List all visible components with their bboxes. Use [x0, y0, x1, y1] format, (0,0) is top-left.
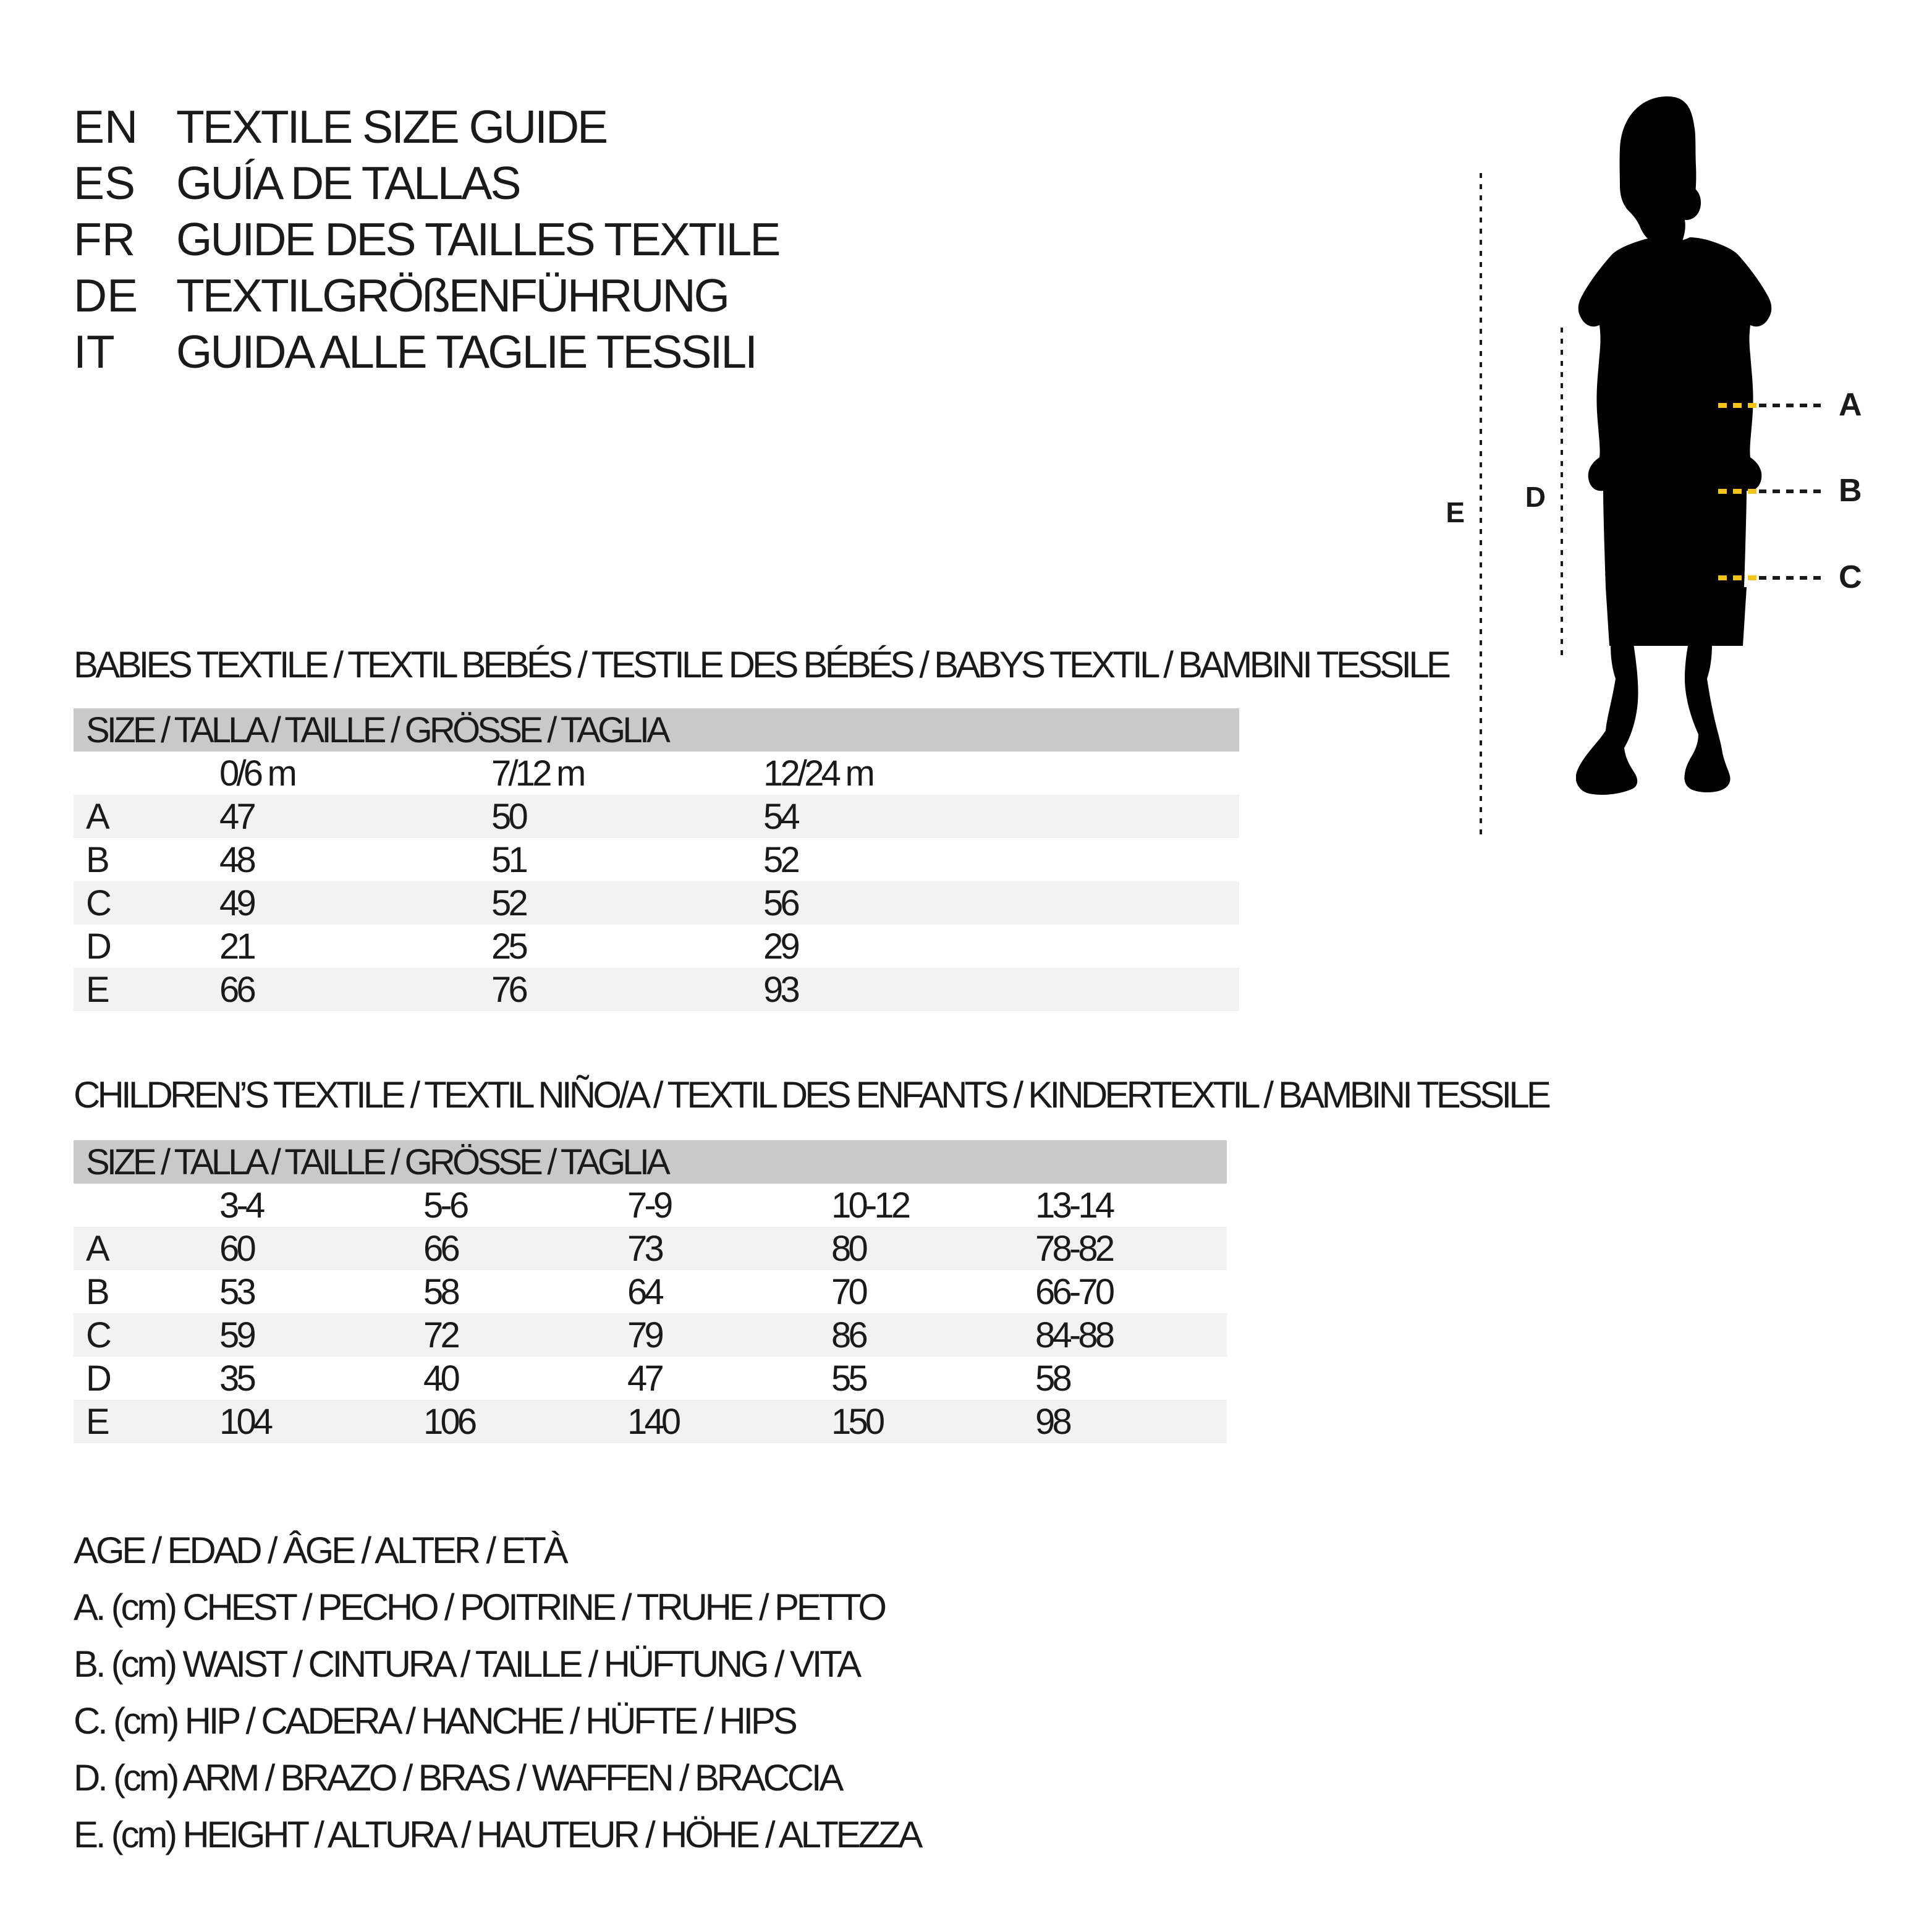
svg-text:D: D	[1525, 481, 1546, 513]
svg-text:E: E	[1446, 496, 1465, 528]
svg-text:C: C	[1839, 559, 1862, 595]
svg-text:A: A	[1839, 387, 1862, 423]
svg-text:B: B	[1839, 473, 1862, 509]
